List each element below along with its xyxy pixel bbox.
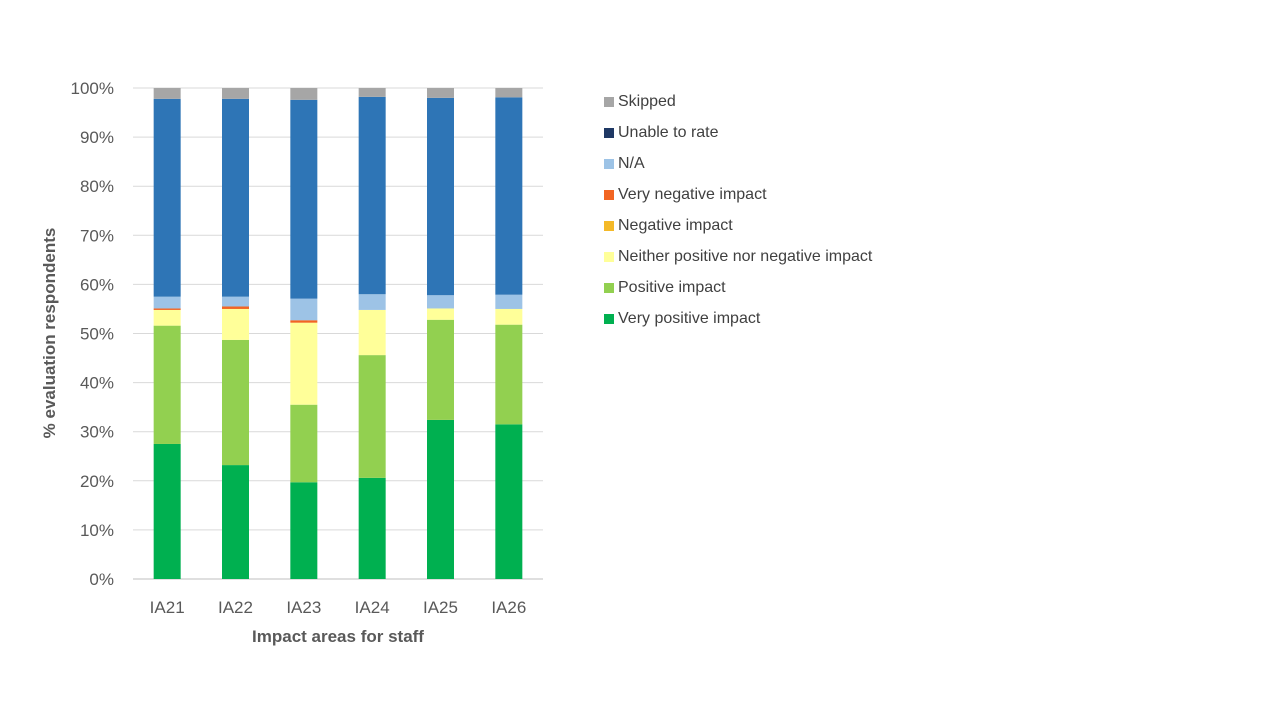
bar-group-ia21	[153, 88, 181, 579]
y-tick-label: 10%	[80, 521, 114, 540]
bar-segment-positive-impact	[495, 324, 523, 425]
legend-swatch	[604, 282, 614, 293]
bars	[153, 88, 523, 579]
bar-segment-very-negative-impact	[222, 306, 249, 309]
x-tick-label: IA25	[423, 598, 458, 617]
x-tick-label: IA24	[355, 598, 390, 617]
bar-segment-skipped	[290, 88, 318, 100]
bar-segment-n-a	[153, 296, 181, 309]
bar-segment-n-a	[290, 298, 318, 321]
bar-segment-unable-to-rate	[358, 96, 386, 295]
bar-segment-skipped	[427, 88, 454, 98]
bar-group-ia24	[358, 88, 386, 579]
bar-segment-positive-impact	[290, 404, 318, 483]
bar-segment-neither-positive-nor-negative-impact	[427, 308, 454, 320]
bar-segment-skipped	[222, 88, 249, 99]
y-tick-label: 40%	[80, 374, 114, 393]
bar-segment-n-a	[427, 295, 454, 309]
bar-segment-positive-impact	[153, 325, 181, 444]
legend-label: Very positive impact	[618, 309, 761, 327]
x-tick-label: IA26	[491, 598, 526, 617]
legend-label: Very negative impact	[618, 185, 767, 203]
bar-segment-neither-positive-nor-negative-impact	[153, 309, 181, 326]
bar-segment-positive-impact	[222, 339, 249, 466]
legend-swatch	[604, 189, 614, 200]
bar-segment-neither-positive-nor-negative-impact	[358, 309, 386, 356]
y-tick-label: 50%	[80, 325, 114, 344]
bar-group-ia26	[495, 88, 523, 579]
legend-swatch	[604, 313, 614, 324]
legend-item: Unable to rate	[604, 117, 872, 148]
y-tick-label: 30%	[80, 423, 114, 442]
legend-item: Skipped	[604, 86, 872, 117]
bar-segment-skipped	[153, 88, 181, 99]
y-tick-label: 90%	[80, 128, 114, 147]
bar-segment-very-positive-impact	[358, 477, 386, 579]
y-tick-label: 0%	[89, 570, 114, 589]
legend-label: Neither positive nor negative impact	[618, 247, 873, 265]
bar-segment-very-positive-impact	[222, 465, 249, 579]
bar-segment-neither-positive-nor-negative-impact	[222, 308, 249, 340]
legend-label: Unable to rate	[618, 123, 719, 141]
x-axis-ticks: IA21 IA22 IA23 IA24 IA25 IA26	[150, 598, 527, 617]
y-tick-label: 100%	[71, 79, 114, 98]
bar-segment-unable-to-rate	[290, 99, 318, 299]
bar-segment-skipped	[358, 88, 386, 97]
bar-segment-very-negative-impact	[153, 308, 181, 310]
bar-segment-unable-to-rate	[222, 98, 249, 297]
bar-segment-neither-positive-nor-negative-impact	[495, 308, 523, 325]
y-tick-label: 70%	[80, 226, 114, 245]
legend-swatch	[604, 96, 614, 107]
legend-swatch	[604, 251, 614, 262]
legend-item: Positive impact	[604, 272, 872, 303]
y-tick-label: 80%	[80, 177, 114, 196]
bar-segment-n-a	[222, 296, 249, 307]
legend-item: Negative impact	[604, 210, 872, 241]
legend-label: Negative impact	[618, 216, 733, 234]
gridlines	[133, 87, 543, 580]
x-tick-label: IA22	[218, 598, 253, 617]
x-axis-title: Impact areas for staff	[252, 627, 424, 646]
bar-group-ia25	[427, 88, 454, 579]
bar-segment-very-positive-impact	[290, 482, 318, 579]
bar-group-ia23	[290, 88, 318, 579]
legend-label: Skipped	[618, 92, 676, 110]
y-axis-ticks: 0% 10% 20% 30% 40% 50% 60% 70% 80% 90% 100%	[71, 79, 114, 589]
bar-segment-unable-to-rate	[427, 97, 454, 296]
legend-label: N/A	[618, 154, 645, 172]
y-tick-label: 20%	[80, 472, 114, 491]
legend-swatch	[604, 220, 614, 231]
legend-swatch	[604, 158, 614, 169]
bar-segment-positive-impact	[427, 319, 454, 420]
bar-segment-positive-impact	[358, 355, 386, 478]
y-axis-title: % evaluation respondents	[40, 228, 59, 439]
bar-segment-n-a	[495, 294, 523, 309]
x-tick-label: IA23	[286, 598, 321, 617]
x-tick-label: IA21	[150, 598, 185, 617]
legend-item: Very positive impact	[604, 303, 872, 334]
legend-item: Neither positive nor negative impact	[604, 241, 872, 272]
legend-swatch	[604, 127, 614, 138]
legend-item: Very negative impact	[604, 179, 872, 210]
bar-segment-n-a	[358, 294, 386, 310]
bar-group-ia22	[222, 88, 249, 579]
legend-label: Positive impact	[618, 278, 726, 296]
bar-segment-very-positive-impact	[495, 424, 523, 579]
legend: Skipped Unable to rate N/A Very negative im…	[604, 86, 872, 334]
bar-segment-very-positive-impact	[427, 419, 454, 579]
legend-item: N/A	[604, 148, 872, 179]
bar-segment-unable-to-rate	[495, 97, 523, 295]
bar-segment-very-positive-impact	[153, 443, 181, 579]
y-tick-label: 60%	[80, 275, 114, 294]
bar-segment-neither-positive-nor-negative-impact	[290, 322, 318, 405]
bar-segment-very-negative-impact	[290, 320, 318, 323]
bar-segment-unable-to-rate	[153, 98, 181, 297]
bar-segment-skipped	[495, 88, 523, 98]
